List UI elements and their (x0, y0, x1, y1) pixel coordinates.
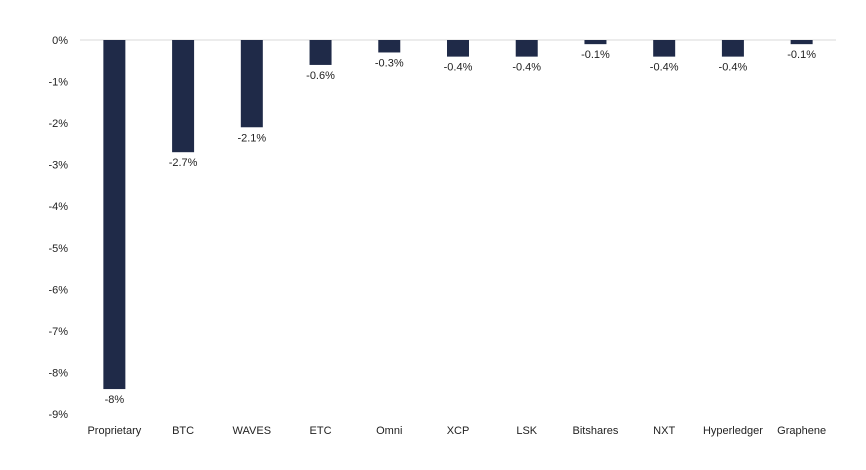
x-tick-label: WAVES (233, 425, 272, 437)
data-label: -0.1% (581, 49, 610, 61)
y-tick-label: -7% (48, 326, 68, 338)
data-label: -2.1% (237, 132, 266, 144)
x-tick-label: ETC (310, 425, 332, 437)
x-tick-label: Graphene (777, 425, 826, 437)
y-tick-label: -4% (48, 201, 68, 213)
data-label: -0.1% (787, 49, 816, 61)
y-tick-label: -5% (48, 243, 68, 255)
bar-omni (378, 40, 401, 53)
data-label: -0.3% (375, 57, 404, 69)
data-labels: -8% -2.7% -2.1% -0.6% -0.3% -0.4% -0.4% -0.1% -0… (105, 49, 817, 406)
data-label: -0.6% (306, 70, 335, 82)
bar-btc (172, 40, 195, 153)
y-tick-label: -1% (48, 77, 68, 89)
data-label: -0.4% (444, 62, 473, 74)
y-axis: 0% -1% -2% -3% -4% -5% -6% -7% -8% -9% (48, 35, 68, 421)
x-tick-label: NXT (653, 425, 675, 437)
x-tick-label: Omni (376, 425, 402, 437)
data-label: -2.7% (169, 157, 198, 169)
x-tick-label: Bitshares (573, 425, 619, 437)
bar-bitshares (584, 40, 607, 45)
x-tick-label: XCP (447, 425, 470, 437)
data-label: -0.4% (719, 62, 748, 74)
bar-hyperledger (721, 40, 744, 57)
x-tick-label: Proprietary (87, 425, 141, 437)
y-tick-label: -3% (48, 160, 68, 172)
data-label: -8% (105, 394, 125, 406)
data-label: -0.4% (512, 62, 541, 74)
x-tick-label: BTC (172, 425, 194, 437)
bar-nxt (653, 40, 676, 57)
x-tick-label: Hyperledger (703, 425, 763, 437)
y-tick-label: -9% (48, 409, 68, 421)
bar-lsk (515, 40, 538, 57)
x-axis: Proprietary BTC WAVES ETC Omni XCP LSK Bitshare… (87, 425, 826, 437)
bar-graphene (790, 40, 813, 45)
bar-waves (240, 40, 263, 128)
x-tick-label: LSK (516, 425, 537, 437)
data-label: -0.4% (650, 62, 679, 74)
y-tick-label: -2% (48, 118, 68, 130)
y-tick-label: 0% (52, 35, 68, 47)
bar-etc (309, 40, 332, 65)
bar-proprietary (103, 40, 126, 390)
bar-xcp (447, 40, 469, 57)
y-tick-label: -8% (48, 367, 68, 379)
y-tick-label: -6% (48, 284, 68, 296)
bar-series (103, 40, 813, 390)
